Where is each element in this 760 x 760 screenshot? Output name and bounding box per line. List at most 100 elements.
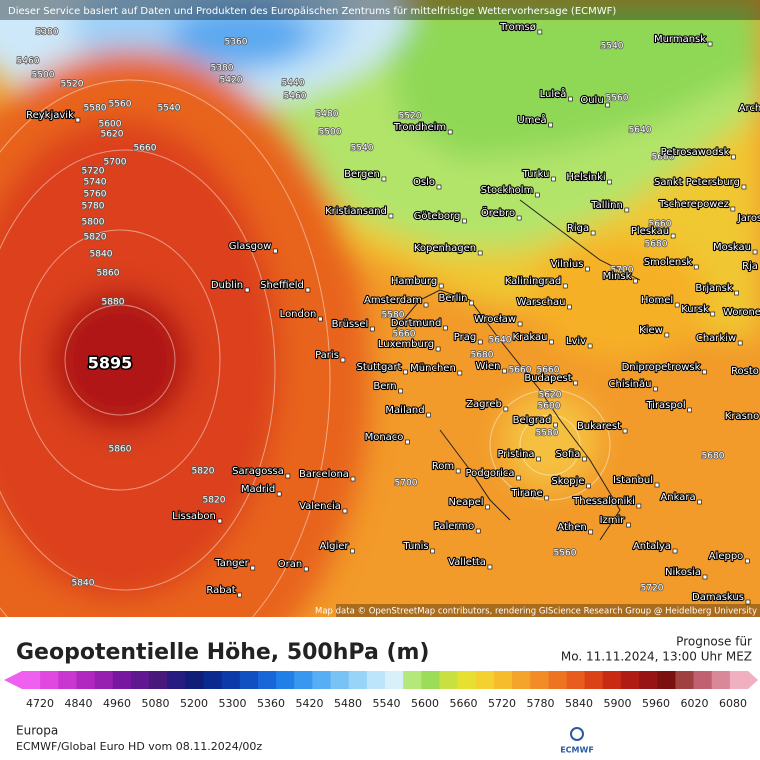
city-marker: [340, 357, 346, 363]
region: Europa: [16, 724, 58, 738]
city-label: Pleskau: [631, 226, 669, 237]
city-marker: [398, 388, 403, 394]
city-marker: [475, 528, 481, 534]
city-label: Oulu: [580, 95, 603, 106]
attribution: Map data © OpenStreetMap contributors, r…: [315, 607, 757, 617]
map: [0, 0, 760, 617]
colorbar-cell: [457, 671, 477, 689]
city-label: Kiew: [639, 325, 663, 336]
city-marker: [654, 482, 660, 488]
city-marker: [502, 368, 507, 374]
contour-label: 5680: [471, 351, 494, 361]
colorbar-cell: [620, 671, 640, 689]
city-label: Göteborg: [414, 211, 461, 222]
city-label: Jaros: [737, 213, 760, 224]
contour-label: 5700: [611, 266, 634, 276]
city-marker: [485, 504, 490, 510]
city-marker: [430, 548, 435, 554]
contour-label: 5860: [109, 445, 132, 455]
contour-label: 5480: [316, 110, 339, 120]
contour-label: 5600: [99, 120, 122, 130]
city-marker: [674, 302, 680, 308]
city-label: Tiraspol: [645, 400, 685, 411]
colorbar-cell: [675, 671, 695, 689]
colorbar-cell: [475, 671, 495, 689]
city-marker: [436, 184, 442, 190]
colorbar-tick-label: 4720: [26, 697, 54, 710]
colorbar-cell: [40, 671, 59, 689]
city-marker: [573, 380, 578, 386]
city-label: Chisinău: [609, 379, 652, 390]
legend-title: Geopotentielle Höhe, 500hPa (m): [16, 640, 429, 665]
logo-icon: [570, 727, 585, 741]
contour-label: 5660: [649, 220, 672, 230]
city-label: Palermo: [434, 521, 474, 532]
colorbar-cell: [76, 671, 96, 689]
city-label: München: [410, 363, 456, 374]
high-label: 5895: [88, 354, 133, 373]
city-label: Athen: [557, 522, 586, 533]
colorbar-cell: [602, 671, 622, 689]
city-marker: [250, 565, 256, 571]
contour-label: 5840: [72, 579, 95, 589]
city-label: Zagreb: [466, 399, 502, 410]
colorbar-cell: [112, 671, 132, 689]
city-label: Brüssel: [332, 319, 369, 330]
city-marker: [285, 473, 291, 479]
colorbar-cell: [366, 671, 386, 689]
contour-label: 5560: [606, 94, 629, 104]
city-marker: [477, 339, 483, 345]
city-marker: [586, 483, 591, 489]
city-marker: [455, 468, 461, 474]
city-label: Oslo: [413, 177, 435, 188]
cities: Tromsø Murmansk Luleå Oulu Arch Reykjavik Tron…: [25, 21, 760, 605]
city-label: Bern: [373, 381, 396, 392]
city-label: Izmir: [600, 515, 626, 526]
city-marker: [503, 406, 509, 412]
colorbar-cell: [729, 671, 749, 689]
contour-label: 5460: [17, 57, 40, 67]
colorbar-cell: [639, 671, 658, 689]
city-label: Hamburg: [391, 276, 437, 287]
city-label: Charkiw: [696, 333, 736, 344]
contour-label: 5680: [645, 240, 668, 250]
contour-label: 5640: [629, 126, 652, 136]
colorbar-cell: [276, 671, 295, 689]
city-marker: [744, 558, 750, 564]
city-label: Ankara: [660, 492, 695, 503]
contour-label: 5580: [382, 311, 405, 321]
city-marker: [272, 248, 278, 254]
colorbar-cell: [530, 671, 549, 689]
contour-label: 5860: [97, 269, 120, 279]
city-marker: [568, 96, 573, 102]
city-label: Belgrad: [513, 415, 552, 426]
contour-label: 5660: [134, 144, 157, 154]
city-label: Warschau: [517, 297, 566, 308]
city-marker: [388, 213, 394, 219]
colorbar-cell: [493, 671, 513, 689]
city-label: Luxemburg: [378, 339, 434, 350]
city-marker: [697, 499, 702, 505]
model-run: ECMWF/Global Euro HD vom 08.11.2024/00z: [16, 740, 262, 753]
city-label: Mailand: [385, 405, 424, 416]
colorbar-cell: [167, 671, 186, 689]
city-marker: [622, 428, 628, 434]
city-marker: [217, 518, 223, 524]
city-label: Amsterdam: [364, 295, 422, 306]
city-label: Kursk: [681, 304, 709, 315]
colorbar-tick-label: 5540: [373, 697, 401, 710]
colorbar-cell: [584, 671, 604, 689]
contour-label: 5660: [509, 366, 532, 376]
city-label: Saragossa: [232, 466, 284, 477]
contour-label: 5600: [652, 153, 675, 163]
colorbar-tick-label: 5960: [642, 697, 670, 710]
city-label: Murmansk: [654, 34, 706, 45]
city-marker: [551, 176, 556, 182]
city-marker: [737, 340, 743, 346]
colorbar-cell: [58, 671, 77, 689]
city-marker: [687, 407, 692, 413]
colorbar-cell: [94, 671, 114, 689]
city-marker: [624, 207, 630, 213]
contour-labels: 5380 5360 5460 5380 5500 5420 5440 5520 5460 5540…: [16, 27, 726, 595]
city-label: Lissabon: [172, 511, 216, 522]
